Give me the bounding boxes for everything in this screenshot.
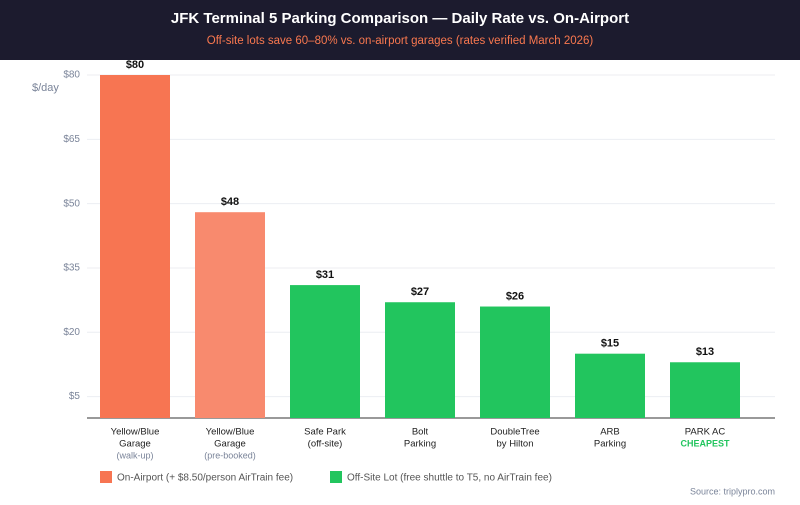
x-tick-label: Parking bbox=[404, 439, 436, 450]
y-tick-label: $20 bbox=[63, 327, 80, 338]
value-label: $80 bbox=[126, 59, 144, 71]
x-tick-label: PARK AC bbox=[685, 427, 726, 438]
x-tick-label: DoubleTree bbox=[490, 427, 539, 438]
value-label: $15 bbox=[601, 338, 619, 350]
header-band bbox=[0, 0, 800, 60]
chart-subtitle: Off-site lots save 60–80% vs. on-airport… bbox=[207, 35, 594, 47]
x-tick-label: Safe Park bbox=[304, 427, 346, 438]
y-tick-label: $5 bbox=[69, 391, 81, 402]
value-label: $48 bbox=[221, 196, 239, 208]
x-tick-label: ARB bbox=[600, 427, 620, 438]
source: Source: triplypro.com bbox=[690, 486, 775, 496]
value-label: $27 bbox=[411, 286, 429, 298]
x-tick-note: (pre-booked) bbox=[204, 450, 256, 460]
bar bbox=[290, 285, 360, 418]
x-tick-label: by Hilton bbox=[497, 439, 534, 450]
x-tick-label: Bolt bbox=[412, 427, 429, 438]
x-tick-label: Parking bbox=[594, 439, 626, 450]
y-tick-label: $50 bbox=[63, 198, 80, 209]
x-tick-note: CHEAPEST bbox=[680, 438, 730, 448]
x-tick-label: (off-site) bbox=[308, 439, 343, 450]
x-tick-label: Garage bbox=[119, 439, 151, 450]
bar bbox=[480, 306, 550, 418]
legend-swatch bbox=[330, 471, 342, 483]
x-tick-label: Yellow/Blue bbox=[206, 427, 255, 438]
bar bbox=[195, 212, 265, 418]
bar bbox=[385, 302, 455, 418]
y-axis-label: $/day bbox=[32, 82, 59, 94]
bar bbox=[575, 353, 645, 418]
chart-title: JFK Terminal 5 Parking Comparison — Dail… bbox=[171, 10, 629, 27]
legend-label: Off-Site Lot (free shuttle to T5, no Air… bbox=[347, 473, 552, 484]
legend-label: On-Airport (+ $8.50/person AirTrain fee) bbox=[117, 473, 293, 484]
value-label: $31 bbox=[316, 269, 334, 281]
x-tick-label: Garage bbox=[214, 439, 246, 450]
bar bbox=[100, 75, 170, 418]
y-tick-label: $65 bbox=[63, 134, 80, 145]
x-tick-label: Yellow/Blue bbox=[111, 427, 160, 438]
y-tick-label: $35 bbox=[63, 263, 80, 274]
legend-swatch bbox=[100, 471, 112, 483]
x-tick-note: (walk-up) bbox=[116, 450, 153, 460]
value-label: $26 bbox=[506, 290, 524, 302]
bar bbox=[670, 362, 740, 418]
y-tick-label: $80 bbox=[63, 70, 80, 81]
value-label: $13 bbox=[696, 346, 714, 358]
